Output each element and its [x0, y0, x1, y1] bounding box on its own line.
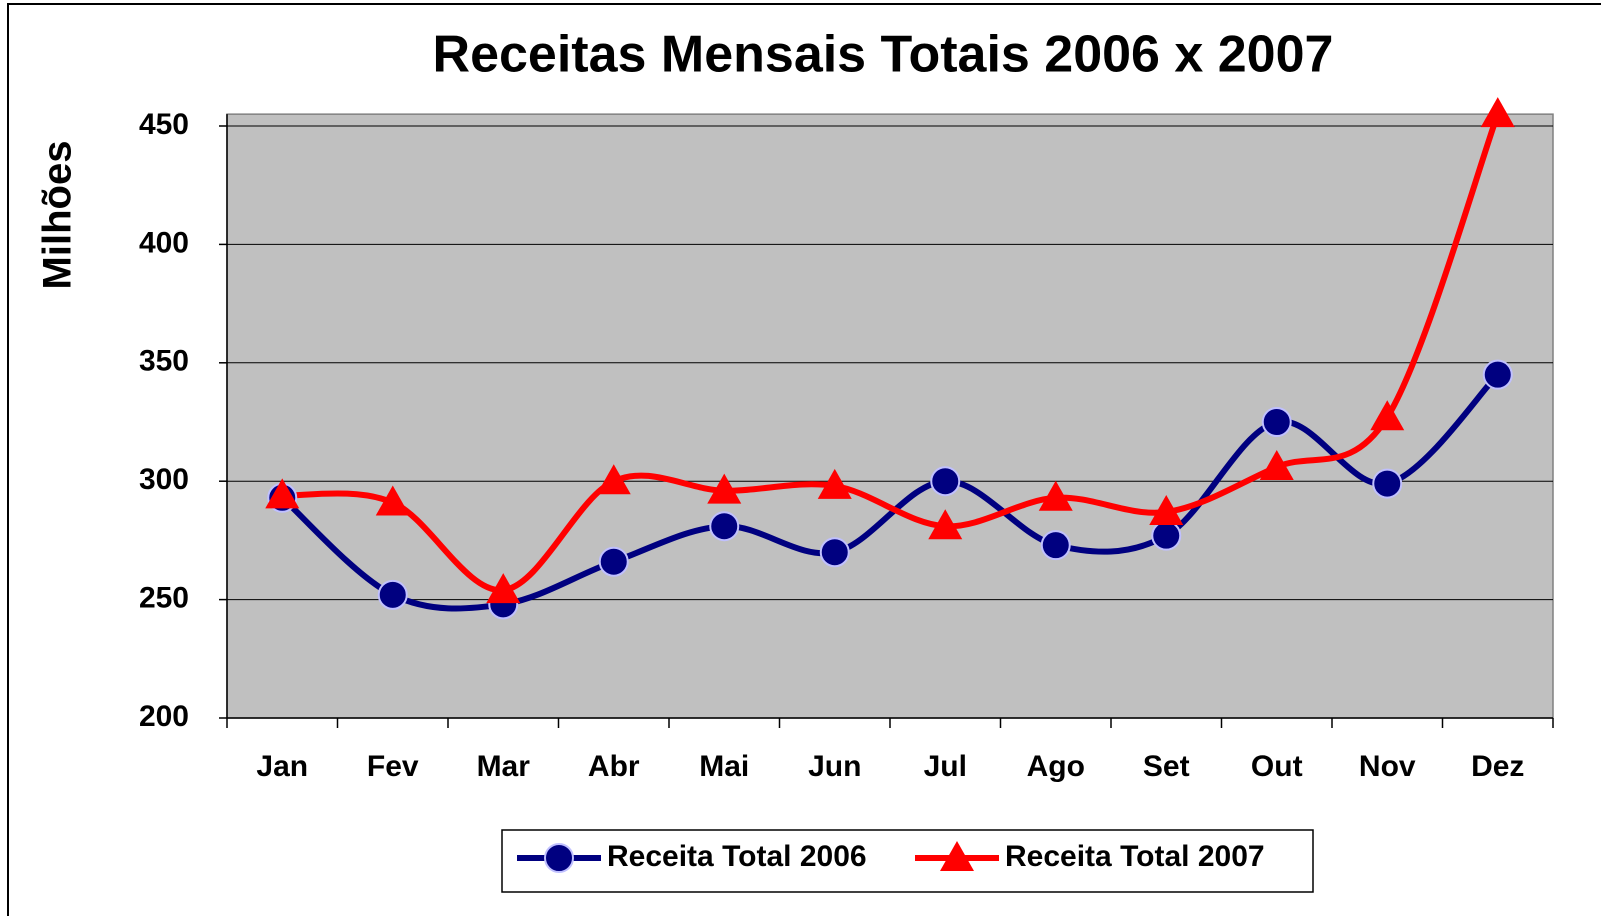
y-tick-label: 200	[139, 700, 189, 733]
marker	[1480, 97, 1515, 128]
x-tick-label: Jul	[924, 750, 967, 783]
plot-area	[226, 113, 1554, 719]
marker	[377, 579, 408, 610]
marker	[930, 466, 961, 497]
marker	[940, 841, 974, 871]
y-axis-label: Milhões	[36, 141, 80, 290]
marker	[544, 843, 574, 873]
x-tick-label: Jun	[808, 750, 861, 783]
marker	[1372, 468, 1403, 499]
x-tick-label: Jan	[256, 750, 308, 783]
x-tick-label: Nov	[1359, 750, 1416, 783]
y-tick-label: 350	[139, 345, 189, 378]
x-tick-label: Mai	[699, 750, 749, 783]
marker	[1151, 520, 1182, 551]
x-tick-label: Ago	[1027, 750, 1085, 783]
x-tick-label: Out	[1251, 750, 1303, 783]
y-tick-label: 400	[139, 226, 189, 259]
marker	[375, 485, 410, 516]
marker	[486, 573, 521, 604]
x-tick-label: Abr	[588, 750, 640, 783]
marker	[1259, 449, 1294, 480]
y-tick-label: 250	[139, 582, 189, 615]
marker	[928, 509, 963, 540]
marker	[596, 464, 631, 495]
marker	[1038, 480, 1073, 511]
marker	[1149, 494, 1184, 525]
marker	[819, 537, 850, 568]
marker	[1040, 530, 1071, 561]
marker	[707, 473, 742, 504]
y-tick-label: 450	[139, 108, 189, 141]
x-tick-label: Set	[1143, 750, 1190, 783]
legend-box	[501, 829, 1314, 893]
marker	[265, 478, 300, 509]
marker	[1370, 400, 1405, 431]
y-tick-label: 300	[139, 463, 189, 496]
marker	[598, 546, 629, 577]
x-tick-label: Fev	[367, 750, 419, 783]
x-tick-label: Dez	[1471, 750, 1524, 783]
chart-title: Receitas Mensais Totais 2006 x 2007	[433, 26, 1334, 84]
marker	[817, 468, 852, 499]
marker	[709, 511, 740, 542]
legend-label: Receita Total 2007	[1005, 840, 1265, 873]
x-tick-label: Mar	[477, 750, 531, 783]
marker	[1482, 359, 1513, 390]
legend-label: Receita Total 2006	[607, 840, 867, 873]
marker	[1261, 407, 1292, 437]
